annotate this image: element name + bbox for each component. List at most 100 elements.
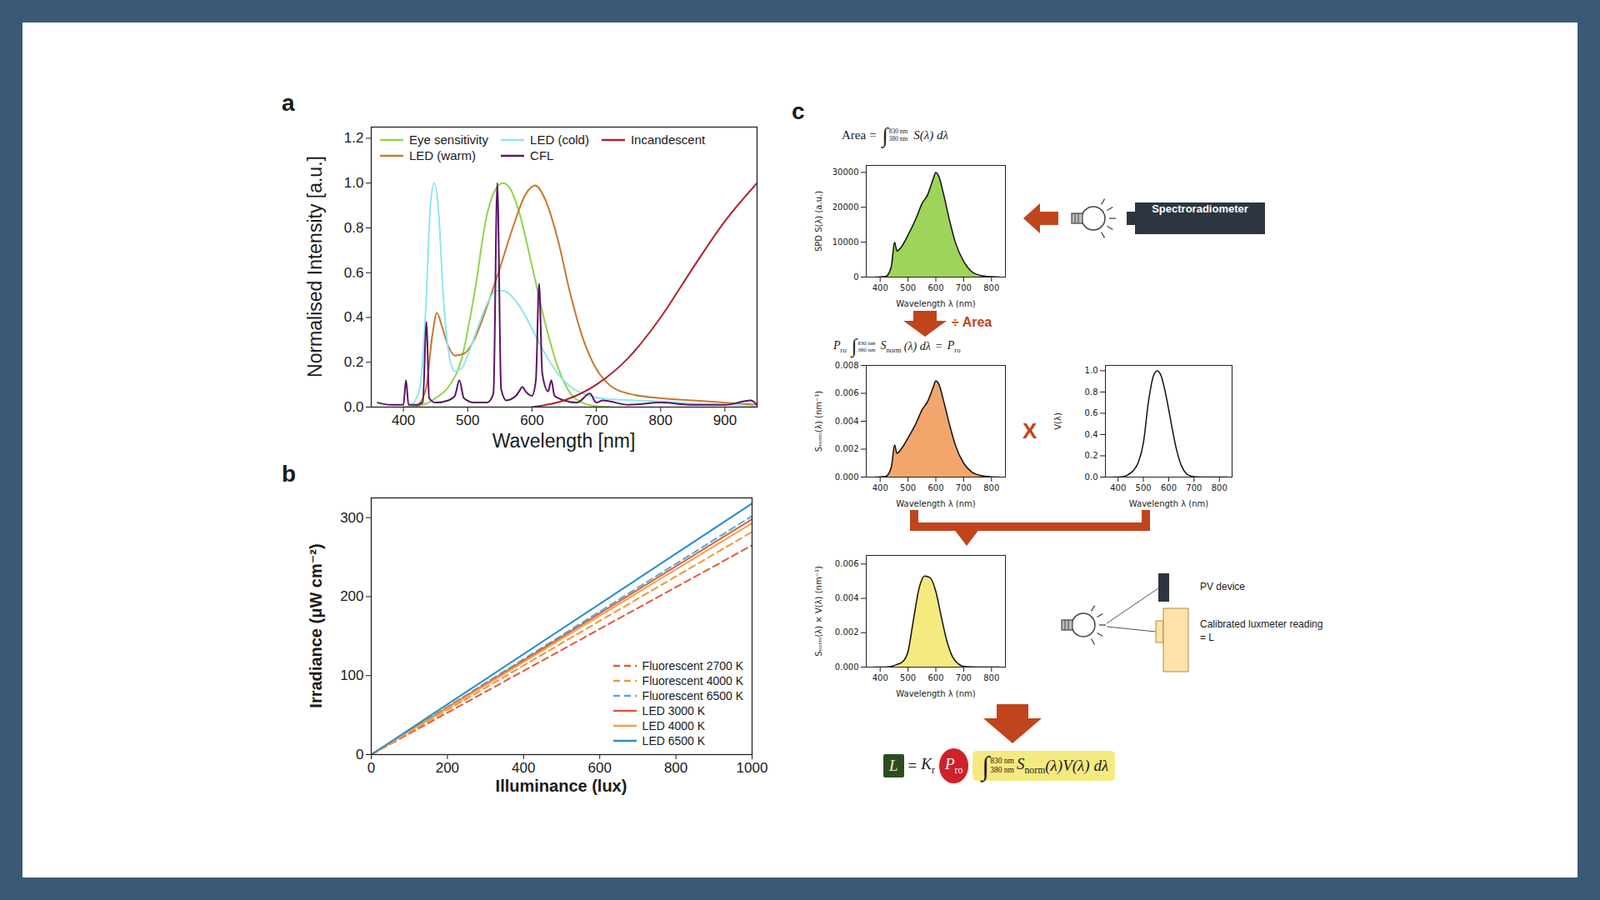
html-text:LED (cold): LED (cold) (530, 132, 590, 147)
svg-text:0.004: 0.004 (835, 416, 860, 426)
svg-text:800: 800 (983, 673, 1000, 683)
html-text:CFL: CFL (530, 148, 554, 163)
html-text:c: c (791, 98, 805, 125)
html-text:b: b (281, 460, 296, 487)
svg-text:Sₙₒᵣₘ(λ) (nm⁻¹): Sₙₒᵣₘ(λ) (nm⁻¹) (814, 390, 824, 452)
svg-text:400: 400 (1110, 483, 1126, 493)
html-text:= Kr: = Kr (908, 755, 935, 776)
svg-text:600: 600 (1160, 483, 1177, 493)
svg-text:500: 500 (455, 412, 480, 429)
svg-text:1.0: 1.0 (1085, 365, 1099, 375)
svg-text:400: 400 (872, 673, 889, 683)
html-text:Normalised Intensity [a.u.]: Normalised Intensity [a.u.] (304, 155, 326, 378)
svg-text:600: 600 (927, 283, 944, 293)
svg-text:20000: 20000 (832, 202, 860, 212)
svg-text:SPD S(λ) (a.u.): SPD S(λ) (a.u.) (814, 190, 824, 252)
svg-text:200: 200 (435, 760, 460, 776)
svg-text:700: 700 (955, 283, 972, 293)
svg-text:1000: 1000 (736, 760, 769, 776)
svg-text:Sₙₒᵣₘ(λ) × V(λ) (nm⁻¹): Sₙₒᵣₘ(λ) × V(λ) (nm⁻¹) (814, 565, 824, 657)
html-text:Spectroradiometer: Spectroradiometer (1151, 202, 1249, 215)
html-text:LED 4000 K: LED 4000 K (642, 719, 706, 733)
svg-text:600: 600 (520, 412, 544, 429)
svg-text:400: 400 (391, 412, 415, 429)
svg-text:0.000: 0.000 (835, 472, 860, 482)
svg-text:0.004: 0.004 (835, 593, 860, 603)
html-text:Incandescent: Incandescent (630, 132, 706, 147)
svg-text:800: 800 (983, 283, 1000, 293)
html-text:Eye sensitivity: Eye sensitivity (409, 132, 489, 147)
svg-text:0.006: 0.006 (835, 388, 860, 398)
html-text:Illuminance (lux): Illuminance (lux) (495, 776, 627, 795)
svg-text:600: 600 (927, 483, 944, 493)
svg-text:30000: 30000 (832, 167, 860, 177)
svg-text:10000: 10000 (832, 237, 860, 247)
svg-text:Wavelength λ (nm): Wavelength λ (nm) (895, 689, 976, 699)
svg-text:400: 400 (872, 283, 889, 293)
svg-text:Wavelength λ (nm): Wavelength λ (nm) (895, 299, 976, 309)
svg-text:700: 700 (584, 412, 608, 429)
html-text:Irradiance (μW cm⁻²): Irradiance (μW cm⁻²) (306, 543, 325, 708)
svg-text:1.2: 1.2 (344, 130, 365, 146)
html-text:Wavelength [nm]: Wavelength [nm] (492, 430, 636, 452)
html-text:Area = ∫: Area = ∫ (841, 123, 888, 148)
svg-text:0.002: 0.002 (835, 627, 860, 637)
html-text:Calibrated luxmeter reading =: Calibrated luxmeter reading = L (1200, 618, 1323, 643)
svg-text:100: 100 (340, 667, 364, 684)
svg-text:Wavelength λ (nm): Wavelength λ (nm) (895, 499, 976, 509)
svg-text:Wavelength λ (nm): Wavelength λ (nm) (1129, 499, 1210, 509)
svg-text:1.0: 1.0 (344, 175, 365, 191)
html-text:Fluorescent 2700 K: Fluorescent 2700 K (642, 659, 744, 673)
svg-text:900: 900 (713, 412, 737, 429)
svg-text:700: 700 (1185, 483, 1202, 493)
svg-text:400: 400 (872, 483, 889, 493)
svg-text:0.8: 0.8 (344, 220, 365, 236)
html-text:380 nm Snorm (λ) dλ = Pro: 380 nm Snorm (λ) dλ = Pro (857, 339, 961, 354)
svg-text:0.000: 0.000 (835, 662, 860, 672)
html-text:Pro: Pro (944, 755, 963, 776)
html-text:X: X (1022, 418, 1037, 444)
html-text:LED 3000 K: LED 3000 K (642, 704, 706, 718)
svg-text:500: 500 (900, 283, 916, 293)
svg-text:0: 0 (355, 746, 364, 763)
svg-text:700: 700 (955, 673, 972, 683)
svg-text:0.4: 0.4 (1085, 430, 1099, 440)
html-text:S(λ) dλ: S(λ) dλ (913, 128, 949, 142)
html-text:LED 6500 K: LED 6500 K (642, 734, 706, 748)
html-text:380 nmSnorm(λ)V(λ) dλ: 380 nmSnorm(λ)V(λ) dλ (990, 755, 1109, 776)
svg-text:800: 800 (664, 760, 688, 776)
svg-text:0: 0 (853, 272, 859, 282)
svg-text:V(λ): V(λ) (1053, 412, 1063, 430)
svg-text:0.0: 0.0 (1085, 472, 1099, 482)
svg-text:0.006: 0.006 (835, 559, 860, 569)
svg-text:500: 500 (1135, 483, 1152, 493)
svg-text:0.8: 0.8 (1085, 387, 1099, 397)
svg-text:200: 200 (340, 588, 364, 605)
svg-text:0.4: 0.4 (344, 309, 365, 325)
svg-text:0.6: 0.6 (1085, 408, 1099, 418)
svg-text:800: 800 (983, 483, 1000, 493)
svg-text:0: 0 (367, 760, 375, 776)
svg-text:0.6: 0.6 (344, 265, 365, 281)
svg-text:500: 500 (900, 483, 916, 493)
html-text:Pro: Pro (833, 339, 847, 354)
svg-text:0.002: 0.002 (835, 444, 860, 454)
svg-text:600: 600 (927, 673, 944, 683)
svg-text:600: 600 (588, 760, 612, 776)
svg-text:300: 300 (340, 510, 364, 526)
svg-text:0.008: 0.008 (835, 360, 860, 370)
html-text:LED (warm): LED (warm) (409, 148, 476, 163)
svg-text:400: 400 (511, 760, 535, 776)
html-text:÷ Area: ÷ Area (951, 315, 992, 330)
html-text:Fluorescent 4000 K: Fluorescent 4000 K (642, 674, 744, 688)
svg-text:800: 800 (1211, 483, 1228, 493)
svg-text:0.2: 0.2 (1085, 450, 1099, 460)
svg-text:500: 500 (900, 673, 916, 683)
svg-text:700: 700 (955, 483, 972, 493)
html-text:a: a (281, 90, 295, 116)
html-text:PV device: PV device (1200, 580, 1245, 593)
svg-text:800: 800 (649, 412, 673, 429)
svg-text:0.0: 0.0 (344, 399, 365, 415)
svg-text:0.2: 0.2 (344, 354, 365, 370)
html-text:Fluorescent 6500 K: Fluorescent 6500 K (642, 689, 744, 703)
